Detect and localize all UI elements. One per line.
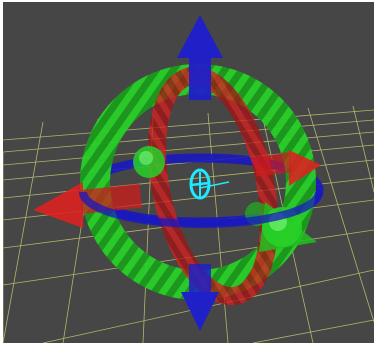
- 3d-viewport[interactable]: [3, 2, 374, 343]
- gizmo-scene[interactable]: [3, 2, 374, 343]
- pivot-center-icon[interactable]: [189, 168, 230, 200]
- translate-z-arrow-icon[interactable]: [177, 15, 223, 331]
- rotate-z-ring-front: [79, 191, 323, 228]
